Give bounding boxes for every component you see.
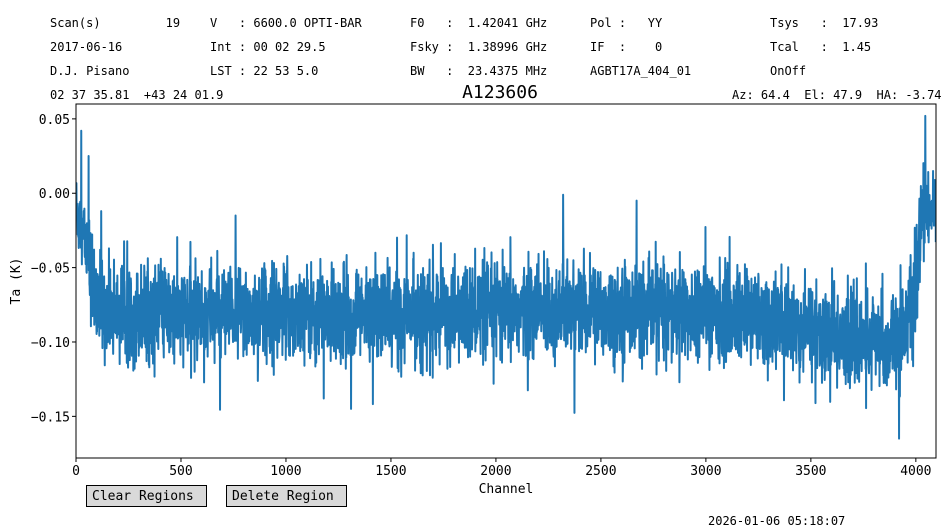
az-el-ha-label: Az: 64.4 El: 47.9 HA: -3.74	[732, 88, 942, 102]
x-tick-label-3500: 3500	[795, 464, 826, 479]
x-axis-label: Channel	[479, 482, 534, 497]
x-tick-label-500: 500	[169, 464, 192, 479]
procedure-label: OnOff	[770, 64, 807, 78]
clear-regions-button[interactable]: Clear Regions	[86, 485, 207, 507]
y-axis-label: Ta (K)	[9, 258, 24, 305]
date-label: 2017-06-16	[50, 40, 123, 54]
scan-label: Scan(s) 19	[50, 16, 181, 30]
tsys-label: Tsys : 17.93	[770, 16, 879, 30]
y-tick-label-4: −0.15	[31, 410, 70, 425]
tcal-label: Tcal : 1.45	[770, 40, 872, 54]
lst-label: LST : 22 53 5.0	[210, 64, 319, 78]
x-tick-label-1000: 1000	[270, 464, 301, 479]
polarization-label: Pol : YY	[590, 16, 663, 30]
y-tick-label-1: 0.00	[39, 187, 70, 202]
x-tick-label-2000: 2000	[480, 464, 511, 479]
y-tick-label-2: −0.05	[31, 262, 70, 277]
if-label: IF : 0	[590, 40, 663, 54]
project-label: AGBT17A_404_01	[590, 64, 692, 78]
bandwidth-label: BW : 23.4375 MHz	[410, 64, 548, 78]
x-tick-label-3000: 3000	[690, 464, 721, 479]
x-tick-label-4000: 4000	[900, 464, 931, 479]
x-tick-label-1500: 1500	[375, 464, 406, 479]
plot-frame	[75, 103, 937, 459]
delete-region-button[interactable]: Delete Region	[226, 485, 347, 507]
observer-label: D.J. Pisano	[50, 64, 130, 78]
f0-label: F0 : 1.42041 GHz	[410, 16, 548, 30]
chart-title: A123606	[462, 82, 538, 103]
x-tick-label-0: 0	[72, 464, 80, 479]
timestamp: 2026-01-06 05:18:07	[708, 514, 846, 528]
coordinates-label: 02 37 35.81 +43 24 01.9	[50, 88, 224, 102]
y-tick-label-0: 0.05	[39, 113, 70, 128]
integration-label: Int : 00 02 29.5	[210, 40, 326, 54]
fsky-label: Fsky : 1.38996 GHz	[410, 40, 548, 54]
velocity-label: V : 6600.0 OPTI-BAR	[210, 16, 362, 30]
x-tick-label-2500: 2500	[585, 464, 616, 479]
y-tick-label-3: −0.10	[31, 336, 70, 351]
spectrum-line	[76, 114, 936, 440]
